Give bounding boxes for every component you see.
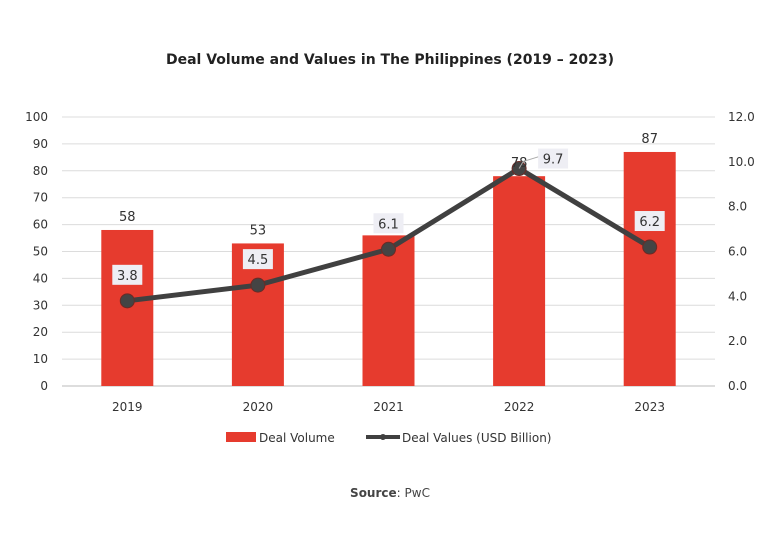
line-point-2019 bbox=[119, 293, 135, 309]
x-tick-label: 2019 bbox=[112, 400, 143, 414]
y-right-tick-label: 6.0 bbox=[728, 245, 747, 259]
line-data-label: 6.2 bbox=[639, 215, 660, 230]
source-value: : PwC bbox=[397, 486, 430, 500]
y-left-tick-label: 10 bbox=[33, 352, 48, 366]
y-left-tick-label: 20 bbox=[33, 325, 48, 339]
y-left-tick-label: 70 bbox=[33, 191, 48, 205]
bar-data-label: 87 bbox=[641, 132, 658, 147]
bar-data-label: 58 bbox=[119, 210, 136, 225]
y-right-tick-label: 0.0 bbox=[728, 379, 747, 393]
source-note: Source: PwC bbox=[350, 486, 430, 500]
y-right-tick-label: 10.0 bbox=[728, 155, 755, 169]
chart-title: Deal Volume and Values in The Philippine… bbox=[166, 52, 614, 68]
line-data-label: 3.8 bbox=[117, 269, 138, 284]
bar-2021 bbox=[362, 235, 415, 386]
x-tick-label: 2022 bbox=[504, 400, 535, 414]
line-point-2021 bbox=[381, 241, 396, 257]
line-data-label: 6.1 bbox=[378, 217, 399, 232]
line-label-bg bbox=[112, 264, 143, 285]
line-point-2020 bbox=[250, 277, 266, 293]
x-tick-label: 2020 bbox=[243, 400, 274, 414]
legend-marker-values bbox=[380, 434, 386, 440]
legend-label-values: Deal Values (USD Billion) bbox=[402, 431, 551, 445]
line-label-bg bbox=[538, 148, 569, 169]
bar-2023 bbox=[623, 151, 676, 386]
y-right-tick-label: 4.0 bbox=[728, 289, 747, 303]
line-data-label: 9.7 bbox=[543, 153, 564, 168]
line-label-bg bbox=[373, 213, 404, 234]
legend-swatch-volume bbox=[226, 432, 256, 442]
y-left-tick-label: 40 bbox=[33, 271, 48, 285]
y-left-tick-label: 30 bbox=[33, 298, 48, 312]
y-left-tick-label: 50 bbox=[33, 245, 48, 259]
y-left-tick-label: 100 bbox=[25, 110, 48, 124]
source-label: Source bbox=[350, 486, 397, 500]
y-right-tick-label: 8.0 bbox=[728, 200, 747, 214]
bar-2022 bbox=[493, 176, 546, 386]
line-data-label: 4.5 bbox=[248, 253, 269, 268]
x-tick-label: 2021 bbox=[373, 400, 404, 414]
y-right-tick-label: 12.0 bbox=[728, 110, 755, 124]
bar-data-label: 78 bbox=[511, 156, 528, 171]
label-leader bbox=[518, 156, 540, 169]
y-left-tick-label: 90 bbox=[33, 137, 48, 151]
bar-data-label: 53 bbox=[250, 223, 267, 238]
line-point-2023 bbox=[642, 239, 658, 255]
legend-label-volume: Deal Volume bbox=[259, 431, 335, 445]
legend: Deal Volume Deal Values (USD Billion) bbox=[226, 431, 551, 445]
line-label-bg bbox=[242, 249, 273, 270]
y-right-tick-label: 2.0 bbox=[728, 334, 747, 348]
y-left-tick-label: 80 bbox=[33, 164, 48, 178]
x-tick-label: 2023 bbox=[634, 400, 665, 414]
line-label-bg bbox=[634, 211, 665, 232]
y-left-tick-label: 60 bbox=[33, 218, 48, 232]
y-left-tick-label: 0 bbox=[40, 379, 48, 393]
